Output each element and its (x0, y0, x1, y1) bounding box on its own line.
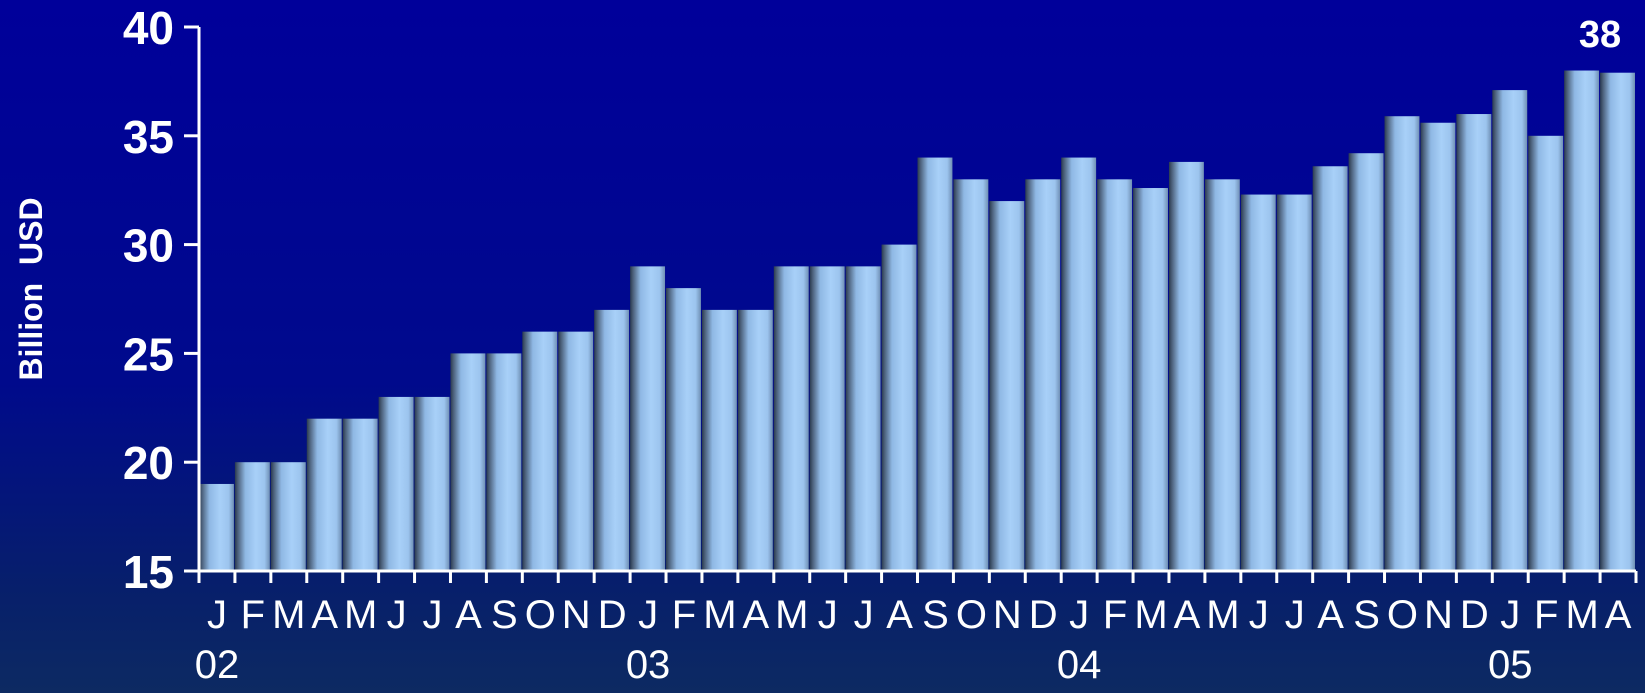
x-tick-label-32: S (1353, 593, 1380, 637)
x-tick-label-20: S (922, 593, 949, 637)
bar-11 (594, 309, 630, 571)
x-tick-label-3: A (311, 593, 338, 637)
x-tick-label-15: A (742, 593, 769, 637)
bar-1 (234, 462, 270, 571)
x-tick-label-8: S (491, 593, 518, 637)
y-tick-label-25: 25 (123, 328, 174, 380)
x-tick-label-4: M (344, 593, 377, 637)
x-tick-label-26: M (1134, 593, 1167, 637)
year-label-04: 04 (1057, 643, 1102, 687)
x-tick-label-13: F (672, 593, 696, 637)
y-axis-title: Billion USD (13, 197, 49, 380)
bar-29 (1240, 194, 1276, 572)
bar-16 (773, 266, 809, 571)
bar-18 (845, 266, 881, 571)
bar-39 (1600, 72, 1635, 571)
bar-20 (917, 157, 953, 571)
bar-19 (881, 244, 917, 571)
bar-32 (1348, 153, 1384, 571)
x-tick-label-27: A (1174, 593, 1201, 637)
bar-31 (1312, 166, 1348, 571)
x-tick-label-33: O (1387, 593, 1418, 637)
bar-38 (1564, 70, 1600, 572)
x-tick-label-2: M (272, 593, 305, 637)
x-tick-label-9: O (525, 593, 556, 637)
bar-35 (1456, 114, 1492, 571)
bar-26 (1133, 188, 1168, 571)
x-tick-label-1: F (241, 593, 265, 637)
bar-5 (378, 396, 414, 571)
year-label-02: 02 (195, 643, 240, 687)
x-tick-label-11: D (598, 593, 627, 637)
bar-34 (1420, 122, 1456, 572)
x-tick-label-23: D (1029, 593, 1058, 637)
bar-4 (342, 418, 378, 571)
bar-37 (1528, 135, 1564, 572)
bar-25 (1097, 179, 1133, 571)
x-tick-label-6: J (423, 593, 443, 637)
x-tick-label-18: J (854, 593, 874, 637)
bar-8 (486, 353, 522, 571)
bar-13 (666, 288, 701, 571)
y-tick-label-35: 35 (123, 111, 174, 163)
x-tick-label-31: A (1317, 593, 1344, 637)
x-tick-label-10: N (562, 593, 591, 637)
bar-30 (1276, 194, 1312, 572)
bar-36 (1492, 90, 1528, 571)
x-tick-label-12: J (638, 593, 658, 637)
x-tick-label-5: J (387, 593, 407, 637)
x-tick-label-24: J (1069, 593, 1089, 637)
bar-3 (306, 418, 342, 571)
bar-23 (1025, 179, 1061, 571)
x-tick-label-37: F (1534, 593, 1558, 637)
y-tick-label-40: 40 (123, 2, 174, 54)
year-label-03: 03 (626, 643, 671, 687)
x-tick-label-36: J (1500, 593, 1520, 637)
x-tick-label-30: J (1285, 593, 1305, 637)
x-tick-label-39: A (1605, 593, 1632, 637)
bar-14 (701, 309, 737, 571)
bar-6 (414, 396, 450, 571)
x-tick-label-25: F (1103, 593, 1127, 637)
bar-33 (1384, 116, 1420, 571)
x-tick-label-14: M (703, 593, 736, 637)
x-tick-label-19: A (886, 593, 913, 637)
bar-22 (989, 201, 1025, 571)
x-tick-label-21: O (956, 593, 987, 637)
y-tick-label-30: 30 (123, 220, 174, 272)
bar-24 (1061, 157, 1097, 571)
x-tick-label-0: J (207, 593, 227, 637)
bar-2 (270, 462, 306, 571)
x-tick-label-16: M (775, 593, 808, 637)
year-label-05: 05 (1488, 643, 1533, 687)
y-ticks-group: 15 20 25 30 35 40 (123, 2, 199, 598)
y-tick-label-20: 20 (123, 437, 174, 489)
bar-9 (522, 331, 558, 571)
x-tick-label-35: D (1460, 593, 1489, 637)
bar-0 (199, 483, 234, 571)
bar-28 (1204, 179, 1240, 571)
y-tick-label-15: 15 (123, 546, 174, 598)
bar-12 (630, 266, 666, 571)
x-tick-label-38: M (1565, 593, 1598, 637)
x-tick-label-28: M (1206, 593, 1239, 637)
annotations-group: 38 (1579, 14, 1621, 56)
annotation-value-label: 38 (1579, 14, 1621, 56)
bar-21 (953, 179, 989, 571)
bar-7 (450, 353, 486, 571)
y-axis-title-label: Billion USD (13, 197, 49, 380)
bar-10 (558, 331, 594, 571)
bar-27 (1168, 161, 1204, 571)
bar-17 (809, 266, 845, 571)
x-tick-label-29: J (1249, 593, 1269, 637)
x-tick-label-34: N (1424, 593, 1453, 637)
bars-group (199, 70, 1635, 572)
x-tick-label-17: J (818, 593, 838, 637)
x-tick-label-7: A (455, 593, 482, 637)
bar-15 (737, 309, 773, 571)
x-tick-label-22: N (993, 593, 1022, 637)
